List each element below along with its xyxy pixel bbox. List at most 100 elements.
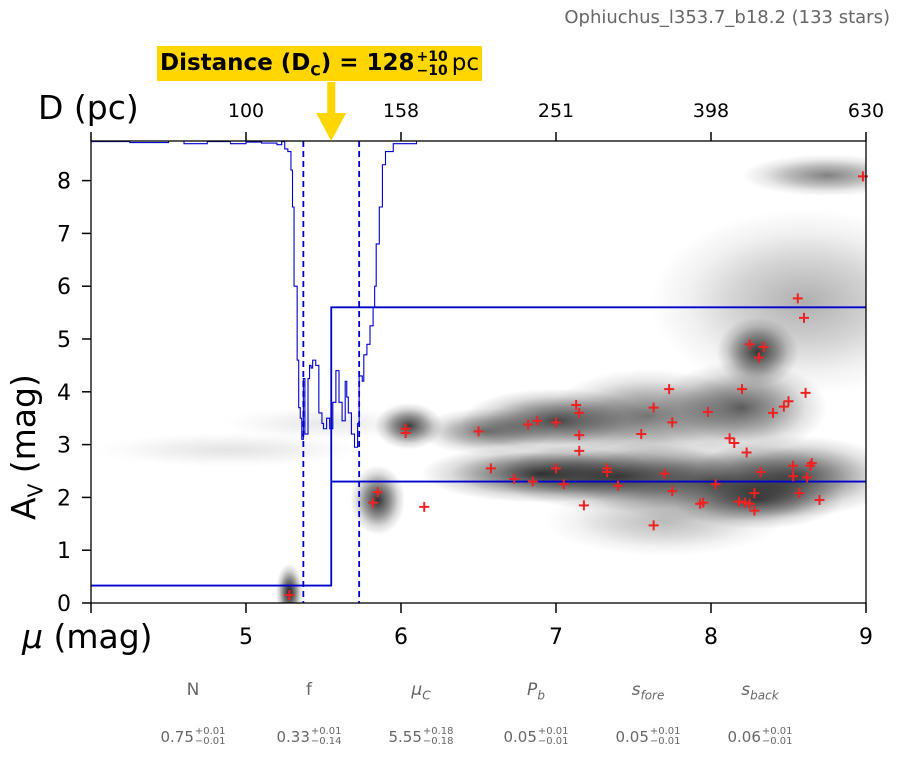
y-tick-label: 3 [57,434,71,459]
density-blob [650,209,866,395]
parameter-name: μC [411,680,431,703]
distance-arrow-shaft [327,82,336,115]
density-blob [94,432,367,468]
parameter-value: 0.05 +0.01 −0.01 [615,726,681,747]
star-marker [783,396,794,407]
parameter-name: N [186,680,200,700]
star-marker [667,417,678,428]
star-marker [741,447,752,458]
star-marker [729,438,740,449]
star-marker [574,445,585,456]
star-marker [574,407,585,418]
x-tick-label: 5 [239,625,253,650]
star-marker [792,293,803,304]
x-tick-label: 7 [549,625,563,650]
chart-canvas: 5 6 7 8 9 0 1 2 3 4 5 6 7 8 100 158 251 398 630 [57,82,884,650]
density-blob [350,465,406,535]
distance-label: Distance (D [160,50,311,76]
parameter-name: sback [741,680,779,703]
distance-label-sub: C [310,63,321,80]
top-tick-label: 100 [228,100,264,122]
star-marker [613,480,623,491]
parameter-value: 0.06 +0.01 −0.01 [727,726,793,747]
y-tick-label: 5 [57,328,71,353]
y-tick-label: 6 [57,275,71,300]
star-marker [602,467,613,478]
top-tick-label: 630 [848,100,884,122]
star-marker [749,488,760,499]
star-marker [755,467,766,478]
star-marker [636,429,647,440]
parameter-value: 0.33 +0.01 −0.14 [276,726,342,747]
star-marker [754,352,765,363]
star-marker [400,427,411,438]
star-marker [737,384,747,395]
star-marker [527,476,538,487]
density-blob [275,563,304,603]
star-marker [372,487,383,498]
star-marker [574,430,585,441]
mcmc-trace-line [91,141,418,448]
model-upper-line [91,306,866,587]
star-marker [744,339,755,350]
y-tick-label: 0 [57,592,71,617]
star-marker [788,471,799,482]
star-marker [698,497,709,508]
star-marker [532,415,543,426]
star-marker [551,463,561,474]
star-marker [768,407,778,418]
star-marker [664,384,675,395]
star-marker [740,497,751,508]
star-marker [733,496,744,507]
density-blob [545,486,784,557]
plot-frame [90,140,867,604]
star-marker [710,479,721,490]
star-marker [284,590,295,601]
y-tick-label: 8 [57,170,71,195]
x-tick-label: 9 [859,625,873,650]
star-marker [806,458,817,469]
star-marker [523,419,534,430]
page-title: Ophiuchus_l353.7_b18.2 (133 stars) [564,7,890,28]
distance-error-minus: −10 [416,62,448,79]
parameter-name: sfore [631,680,665,703]
star-marker [659,468,670,479]
distance-value: ) = 128 [320,50,415,76]
star-marker [571,400,582,410]
distance-error-plus: +10 [416,48,448,65]
distance-error: +10 −10 [417,50,448,78]
parameter-value: 0.75 +0.01 −0.01 [160,726,226,747]
star-marker [558,479,569,490]
star-marker [749,505,760,516]
star-marker [794,488,805,499]
distance-badge: Distance (DC) = 128 +10 −10 pc [157,46,482,81]
distance-arrow-head [316,113,347,141]
density-heatmap [94,154,866,603]
parameter-value: 0.05 +0.01 −0.01 [503,726,569,747]
star-marker [368,497,379,508]
star-marker [551,417,561,428]
parameter-name: f [306,680,312,700]
star-marker [724,433,735,444]
star-marker [800,387,811,398]
y-tick-label: 4 [57,381,71,406]
y-tick-label: 1 [57,539,71,564]
top-axis-label: D (pc) [38,88,139,127]
top-tick-label: 251 [538,100,574,122]
star-marker [788,460,799,471]
star-marker [648,520,659,531]
y-tick-label: 7 [57,222,71,247]
x-axis-label: μ (mag) [22,617,153,656]
star-marker [509,473,520,484]
star-marker [667,486,678,497]
star-marker [578,500,589,511]
star-marker [473,426,484,437]
x-tick-label: 8 [704,625,718,650]
star-marker [744,498,755,509]
parameter-value: 5.55 +0.18 −0.18 [388,726,454,747]
star-marker [702,406,713,417]
star-marker [648,402,659,413]
star-marker [814,495,825,506]
distance-unit: pc [451,50,479,76]
parameter-name: Pb [527,680,545,703]
